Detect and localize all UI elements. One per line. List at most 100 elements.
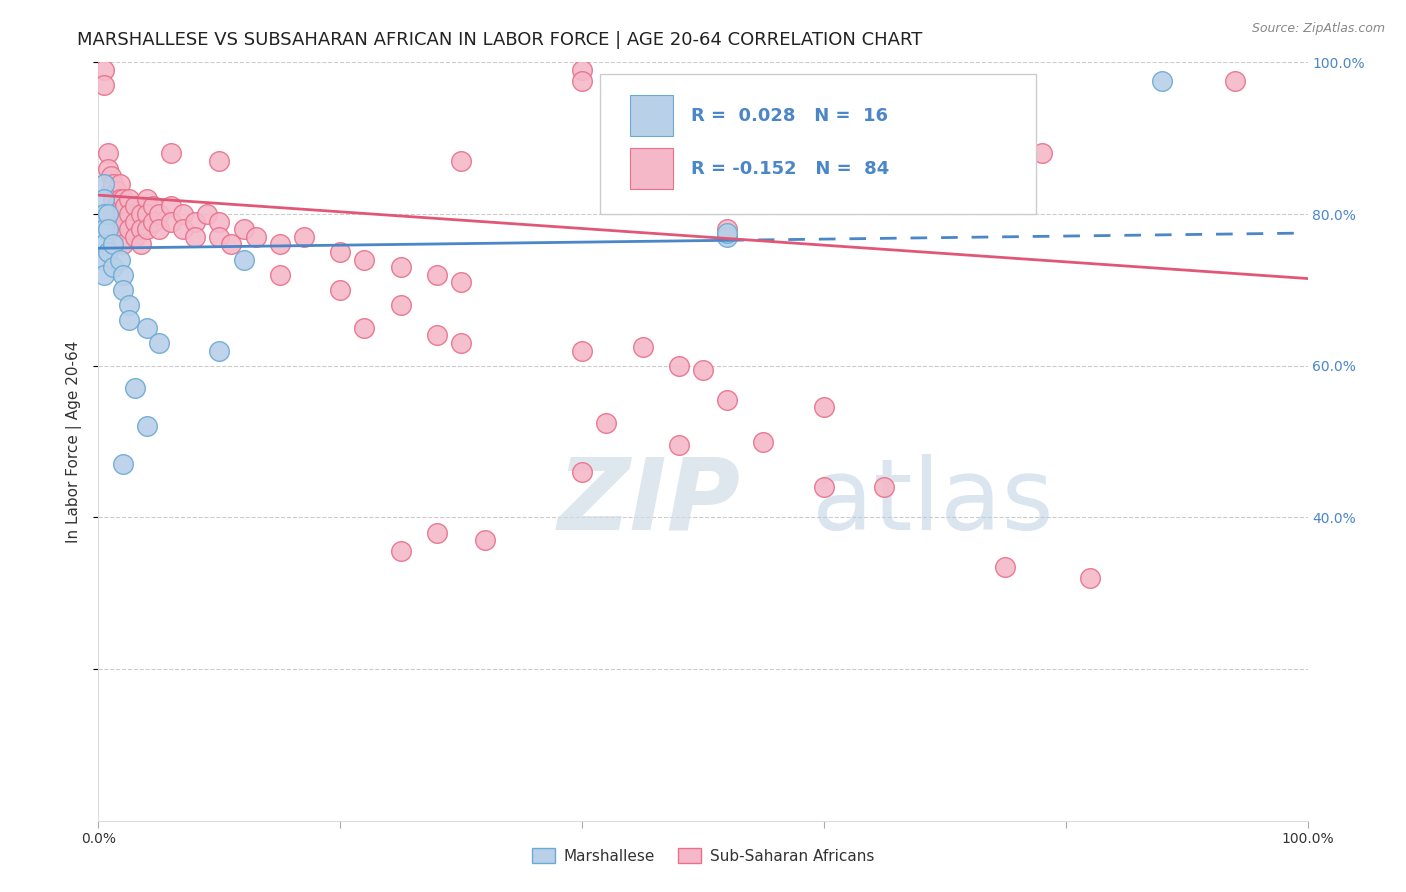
Point: [1223, 74, 1246, 88]
Point: [93, 192, 115, 206]
Point: [813, 480, 835, 494]
Y-axis label: In Labor Force | Age 20-64: In Labor Force | Age 20-64: [66, 341, 83, 542]
Point: [118, 192, 141, 206]
Point: [97, 244, 120, 259]
Point: [571, 465, 593, 479]
Point: [124, 229, 146, 244]
Point: [111, 458, 134, 472]
Point: [108, 192, 131, 206]
Point: [142, 214, 165, 228]
Point: [148, 335, 170, 350]
Legend: Marshallese, Sub-Saharan Africans: Marshallese, Sub-Saharan Africans: [526, 842, 880, 870]
Point: [232, 222, 254, 236]
Point: [716, 392, 738, 407]
Point: [160, 214, 183, 228]
Point: [716, 226, 738, 240]
Point: [389, 298, 412, 312]
Point: [114, 199, 136, 213]
Point: [595, 416, 617, 430]
Text: R = -0.152   N =  84: R = -0.152 N = 84: [690, 160, 889, 178]
Point: [135, 222, 157, 236]
Point: [135, 320, 157, 334]
Point: [571, 62, 593, 77]
Point: [118, 207, 141, 221]
Point: [172, 207, 194, 221]
Point: [111, 283, 134, 297]
Point: [97, 161, 120, 176]
Point: [994, 559, 1017, 574]
Point: [269, 268, 291, 282]
Point: [329, 244, 352, 259]
Point: [329, 283, 352, 297]
Point: [716, 222, 738, 236]
Point: [631, 340, 654, 354]
Point: [93, 222, 115, 236]
Point: [108, 222, 131, 236]
Point: [100, 184, 122, 198]
Point: [101, 260, 124, 275]
Point: [111, 207, 134, 221]
Point: [111, 222, 134, 236]
Text: R =  0.028   N =  16: R = 0.028 N = 16: [690, 106, 889, 125]
Point: [353, 252, 375, 267]
Point: [389, 260, 412, 275]
Text: atlas: atlas: [811, 454, 1053, 550]
Point: [716, 229, 738, 244]
Point: [142, 199, 165, 213]
Point: [97, 146, 120, 161]
Point: [752, 434, 775, 449]
Point: [426, 328, 449, 343]
Point: [221, 237, 243, 252]
Point: [124, 214, 146, 228]
Point: [101, 237, 124, 252]
Point: [160, 199, 183, 213]
Point: [101, 177, 124, 191]
Point: [571, 74, 593, 88]
Point: [124, 199, 146, 213]
Point: [232, 252, 254, 267]
Point: [108, 207, 131, 221]
Text: Source: ZipAtlas.com: Source: ZipAtlas.com: [1251, 22, 1385, 36]
Point: [450, 153, 472, 168]
Point: [129, 237, 152, 252]
Point: [114, 214, 136, 228]
Point: [692, 362, 714, 376]
Point: [129, 207, 152, 221]
Point: [100, 169, 122, 184]
Point: [93, 252, 115, 267]
Point: [184, 229, 207, 244]
Point: [148, 222, 170, 236]
Point: [208, 214, 231, 228]
Point: [105, 184, 128, 198]
Point: [93, 62, 115, 77]
Point: [93, 237, 115, 252]
Point: [129, 222, 152, 236]
Point: [269, 237, 291, 252]
FancyBboxPatch shape: [630, 95, 672, 136]
Point: [1078, 571, 1101, 585]
Point: [1152, 74, 1174, 88]
Point: [1031, 146, 1053, 161]
Point: [450, 275, 472, 289]
Point: [873, 480, 896, 494]
Point: [644, 161, 666, 176]
Point: [111, 237, 134, 252]
Point: [97, 222, 120, 236]
Point: [135, 207, 157, 221]
Point: [148, 207, 170, 221]
Point: [450, 335, 472, 350]
Point: [93, 268, 115, 282]
Point: [668, 438, 690, 452]
Point: [208, 229, 231, 244]
Point: [111, 192, 134, 206]
Point: [118, 313, 141, 327]
Point: [101, 207, 124, 221]
Point: [668, 359, 690, 373]
Point: [195, 207, 218, 221]
Point: [108, 177, 131, 191]
Point: [135, 419, 157, 434]
FancyBboxPatch shape: [600, 74, 1035, 214]
Text: MARSHALLESE VS SUBSAHARAN AFRICAN IN LABOR FORCE | AGE 20-64 CORRELATION CHART: MARSHALLESE VS SUBSAHARAN AFRICAN IN LAB…: [77, 31, 922, 49]
Point: [172, 222, 194, 236]
Point: [105, 214, 128, 228]
